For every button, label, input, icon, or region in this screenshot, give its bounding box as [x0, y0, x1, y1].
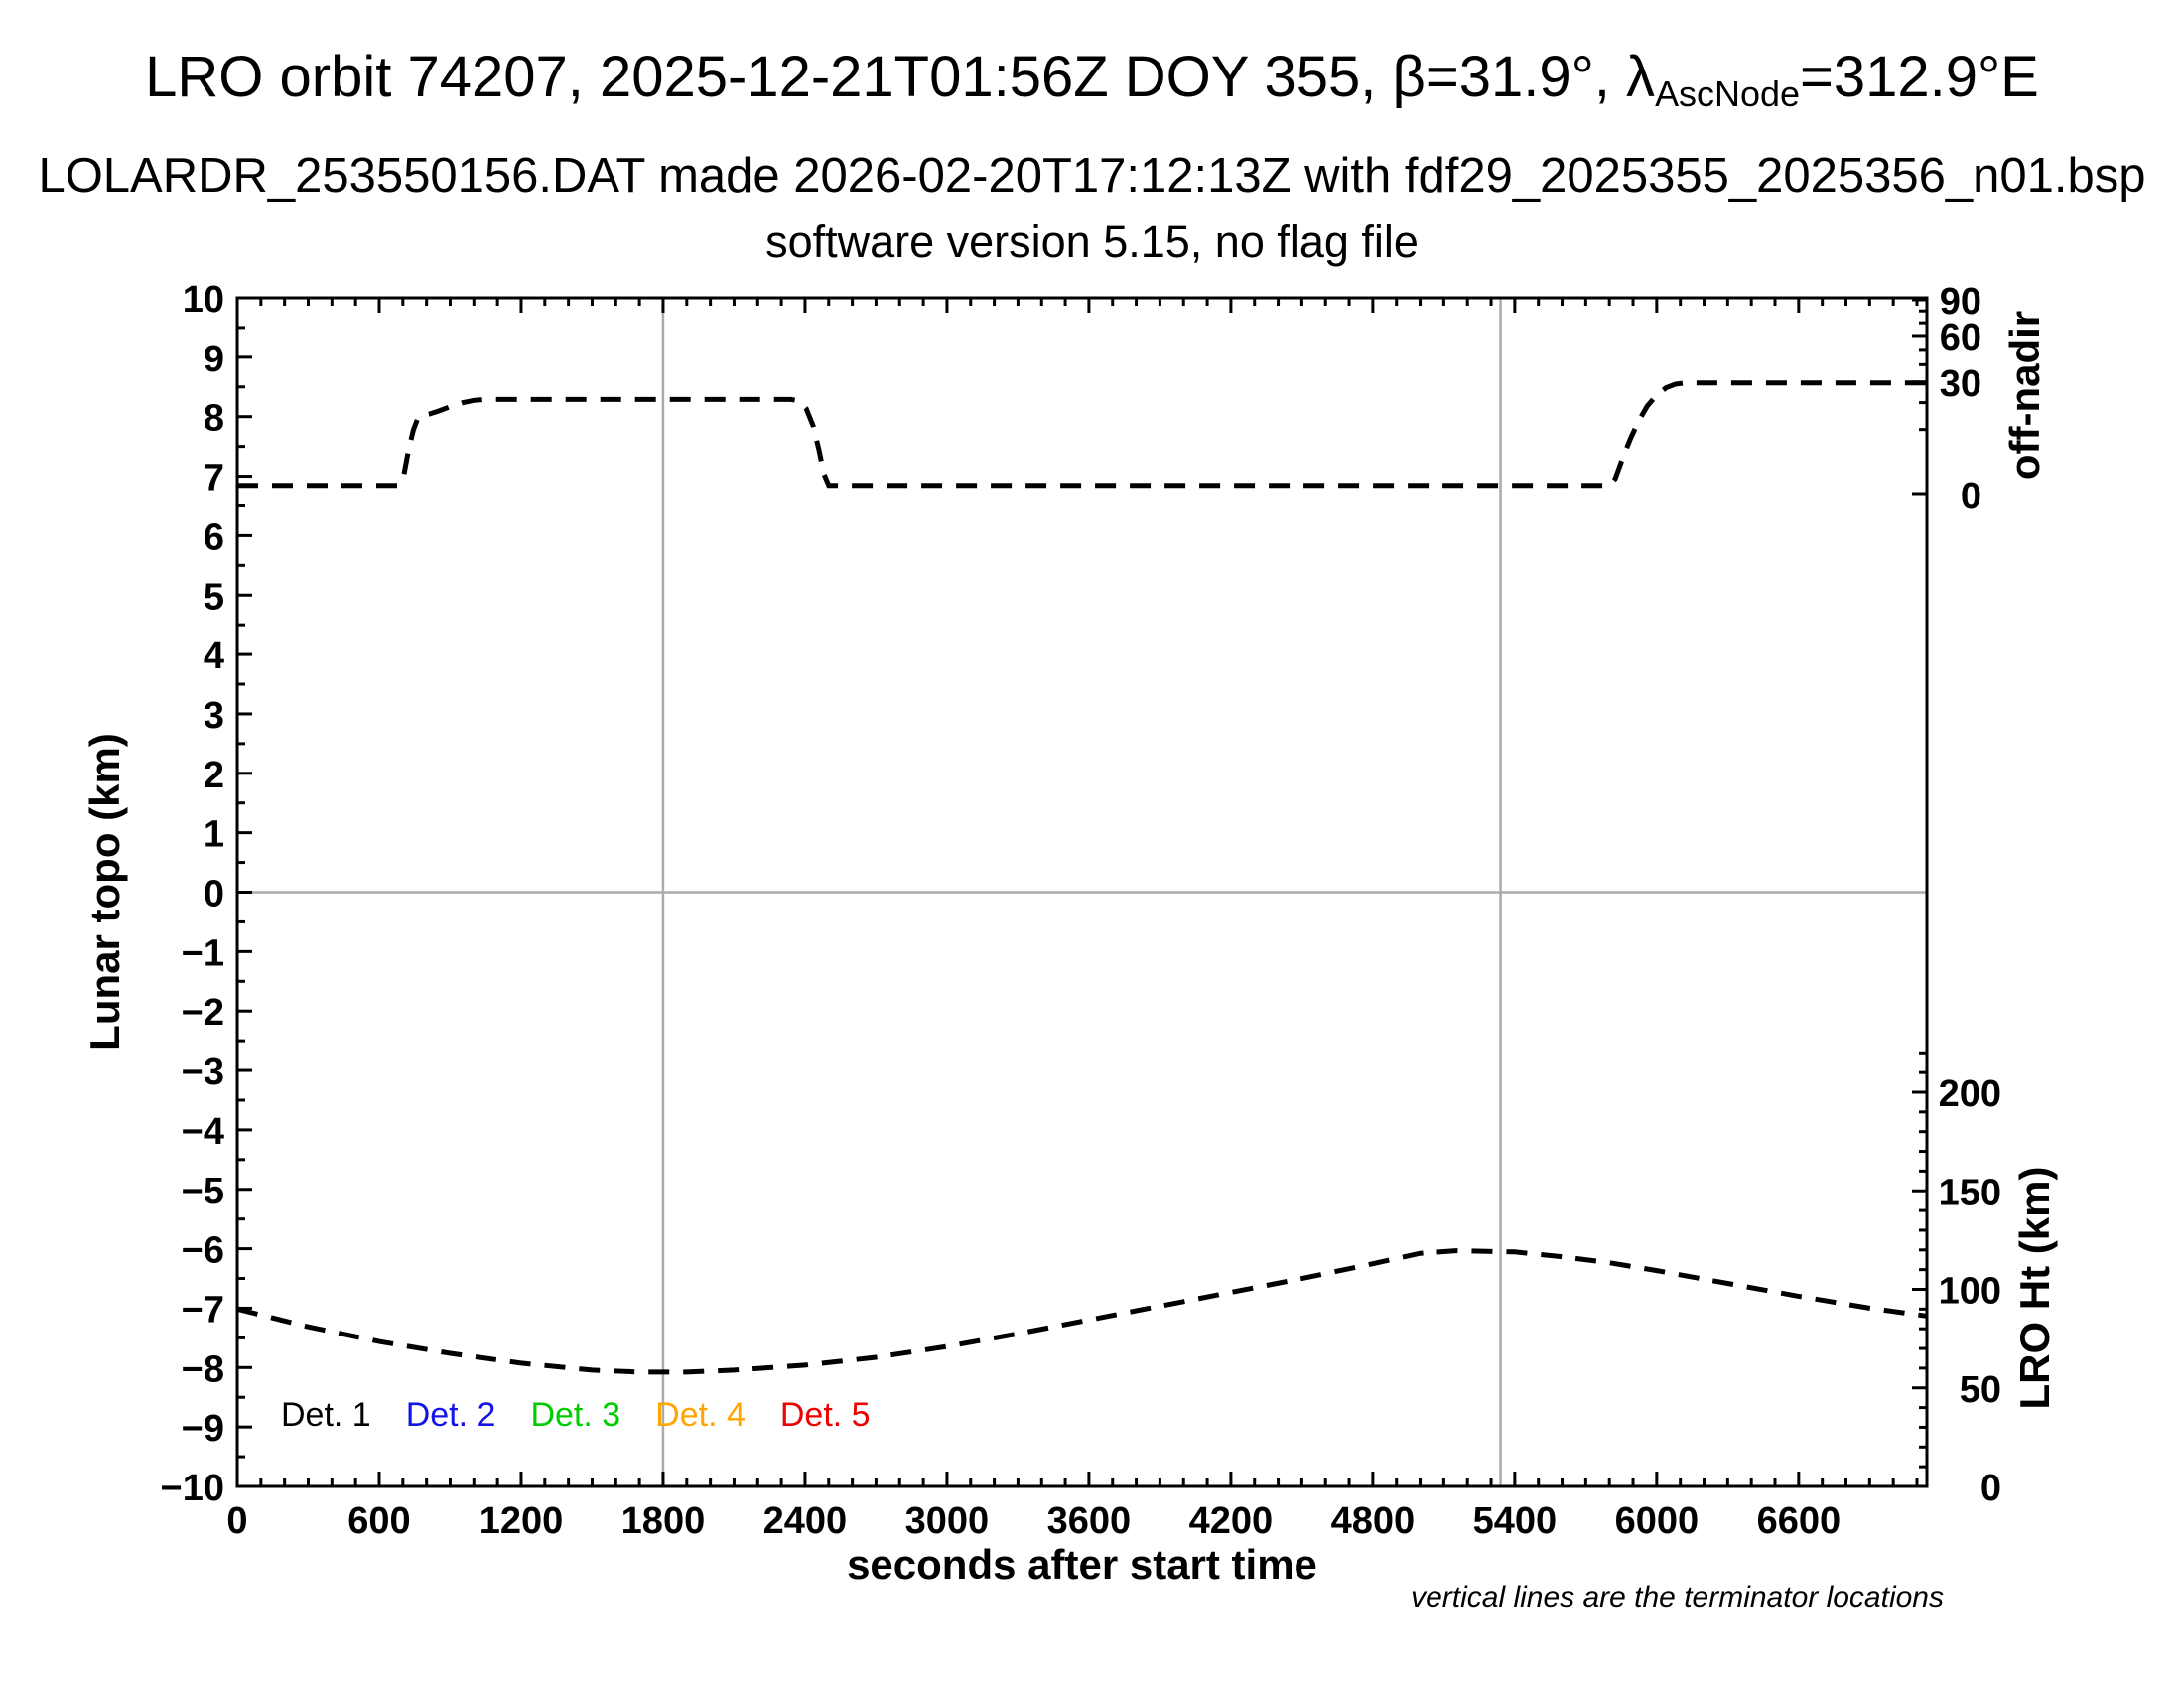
svg-text:9: 9: [204, 339, 224, 380]
axis-ticks: [235, 296, 1927, 1488]
lro-height-curve: [236, 1248, 1927, 1375]
reference-lines: [237, 298, 1927, 1486]
svg-text:−9: −9: [182, 1408, 224, 1450]
legend-item-det-2: Det. 2: [405, 1396, 496, 1434]
svg-text:3000: 3000: [905, 1500, 990, 1542]
svg-text:5400: 5400: [1473, 1500, 1558, 1542]
legend-item-det-1: Det. 1: [281, 1396, 371, 1434]
svg-text:2: 2: [204, 755, 224, 796]
terminator-footnote: vertical lines are the terminator locati…: [1411, 1581, 1944, 1614]
y-left-axis-title: Lunar topo (km): [81, 733, 128, 1051]
svg-text:4800: 4800: [1331, 1500, 1416, 1542]
svg-text:−3: −3: [182, 1052, 224, 1093]
svg-text:−1: −1: [182, 932, 224, 974]
detector-legend: Det. 1 Det. 2 Det. 3 Det. 4 Det. 5: [281, 1396, 871, 1435]
svg-text:10: 10: [183, 279, 224, 321]
svg-text:1: 1: [204, 814, 224, 856]
svg-text:4: 4: [204, 635, 224, 677]
title-subscript: AscNode: [1655, 73, 1800, 115]
svg-text:600: 600: [347, 1500, 410, 1542]
page-title: LRO orbit 74207, 2025-12-21T01:56Z DOY 3…: [0, 46, 2184, 114]
svg-text:3600: 3600: [1047, 1500, 1132, 1542]
svg-text:5: 5: [204, 576, 224, 618]
svg-text:0: 0: [204, 874, 224, 915]
svg-text:200: 200: [1939, 1073, 2001, 1115]
svg-text:−2: −2: [182, 992, 224, 1034]
title-suffix: =312.9°E: [1799, 45, 2039, 109]
svg-text:1800: 1800: [621, 1500, 706, 1542]
svg-text:−10: −10: [161, 1468, 224, 1509]
svg-text:50: 50: [1960, 1369, 2001, 1411]
svg-text:100: 100: [1939, 1271, 2001, 1313]
svg-text:−4: −4: [182, 1111, 224, 1153]
lro-ht-tick-labels: 200 150 100 50 0: [1939, 1073, 2001, 1509]
subtitle-version-line: software version 5.15, no flag file: [765, 216, 1419, 267]
y-right-bottom-axis-title: LRO Ht (km): [2011, 1166, 2058, 1410]
svg-text:4200: 4200: [1189, 1500, 1274, 1542]
svg-text:6: 6: [204, 516, 224, 558]
x-axis-title: seconds after start time: [847, 1541, 1317, 1588]
svg-text:0: 0: [1980, 1468, 2001, 1509]
off-nadir-curve: [237, 380, 1927, 489]
svg-text:−6: −6: [182, 1230, 224, 1272]
svg-text:2400: 2400: [763, 1500, 848, 1542]
title-prefix: LRO orbit 74207, 2025-12-21T01:56Z DOY 3…: [145, 45, 1656, 109]
svg-text:6600: 6600: [1757, 1500, 1842, 1542]
svg-text:−5: −5: [182, 1171, 224, 1212]
svg-text:1200: 1200: [479, 1500, 564, 1542]
subtitle-file-line: LOLARDR_253550156.DAT made 2026-02-20T17…: [38, 149, 2146, 203]
svg-text:0: 0: [226, 1500, 247, 1542]
svg-text:−7: −7: [182, 1289, 224, 1331]
svg-text:90: 90: [1940, 281, 1981, 323]
svg-text:−8: −8: [182, 1348, 224, 1390]
svg-text:8: 8: [204, 398, 224, 440]
svg-text:150: 150: [1939, 1172, 2001, 1213]
x-tick-labels: 0 600 1200 1800 2400 3000 3600 4200 4800 5400 6000…: [226, 1500, 1841, 1542]
y-right-top-axis-title: off-nadir: [2001, 310, 2048, 481]
svg-text:0: 0: [1961, 476, 1981, 517]
legend-item-det-4: Det. 4: [655, 1396, 746, 1434]
svg-text:6000: 6000: [1615, 1500, 1700, 1542]
legend-item-det-5: Det. 5: [779, 1396, 871, 1434]
svg-text:3: 3: [204, 695, 224, 737]
legend-item-det-3: Det. 3: [530, 1396, 621, 1434]
svg-text:30: 30: [1940, 363, 1981, 405]
svg-text:7: 7: [204, 458, 224, 499]
svg-text:60: 60: [1940, 317, 1981, 358]
